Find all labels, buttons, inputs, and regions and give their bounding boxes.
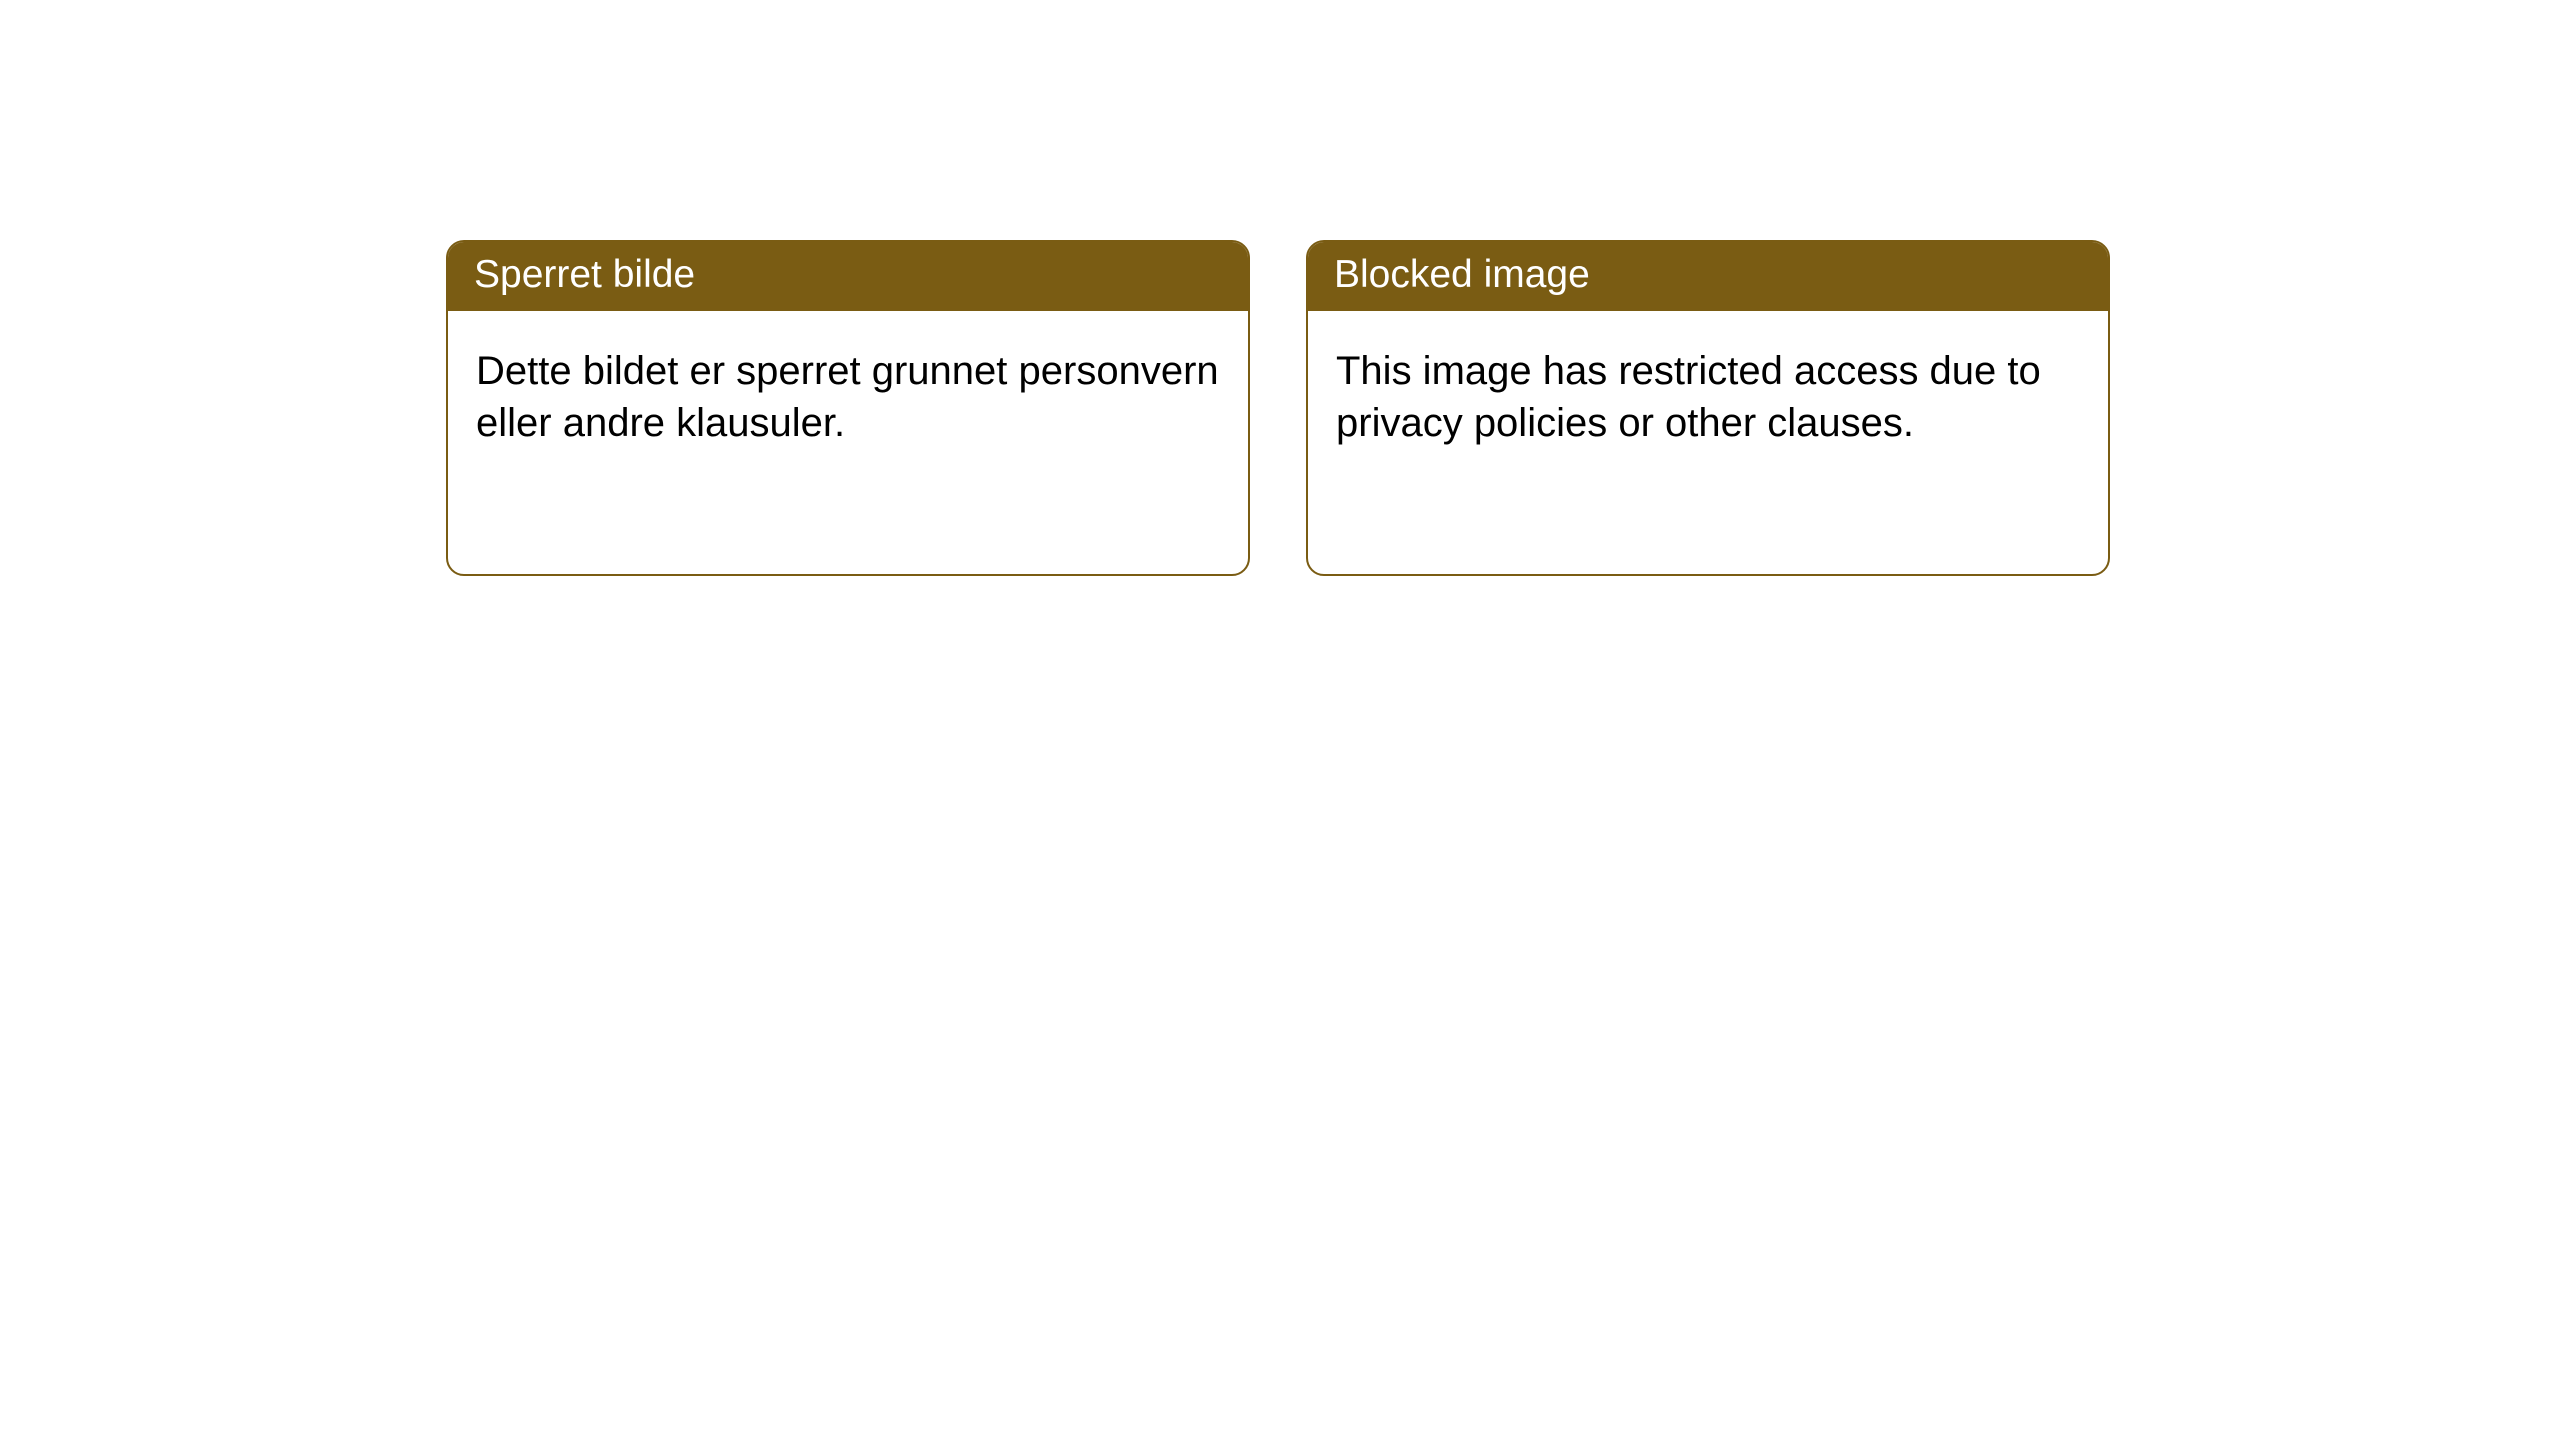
card-title-en: Blocked image	[1308, 242, 2108, 311]
blocked-image-card-en: Blocked image This image has restricted …	[1306, 240, 2110, 576]
card-body-no: Dette bildet er sperret grunnet personve…	[448, 311, 1248, 485]
notice-container: Sperret bilde Dette bildet er sperret gr…	[0, 0, 2560, 576]
card-title-no: Sperret bilde	[448, 242, 1248, 311]
card-body-en: This image has restricted access due to …	[1308, 311, 2108, 485]
blocked-image-card-no: Sperret bilde Dette bildet er sperret gr…	[446, 240, 1250, 576]
